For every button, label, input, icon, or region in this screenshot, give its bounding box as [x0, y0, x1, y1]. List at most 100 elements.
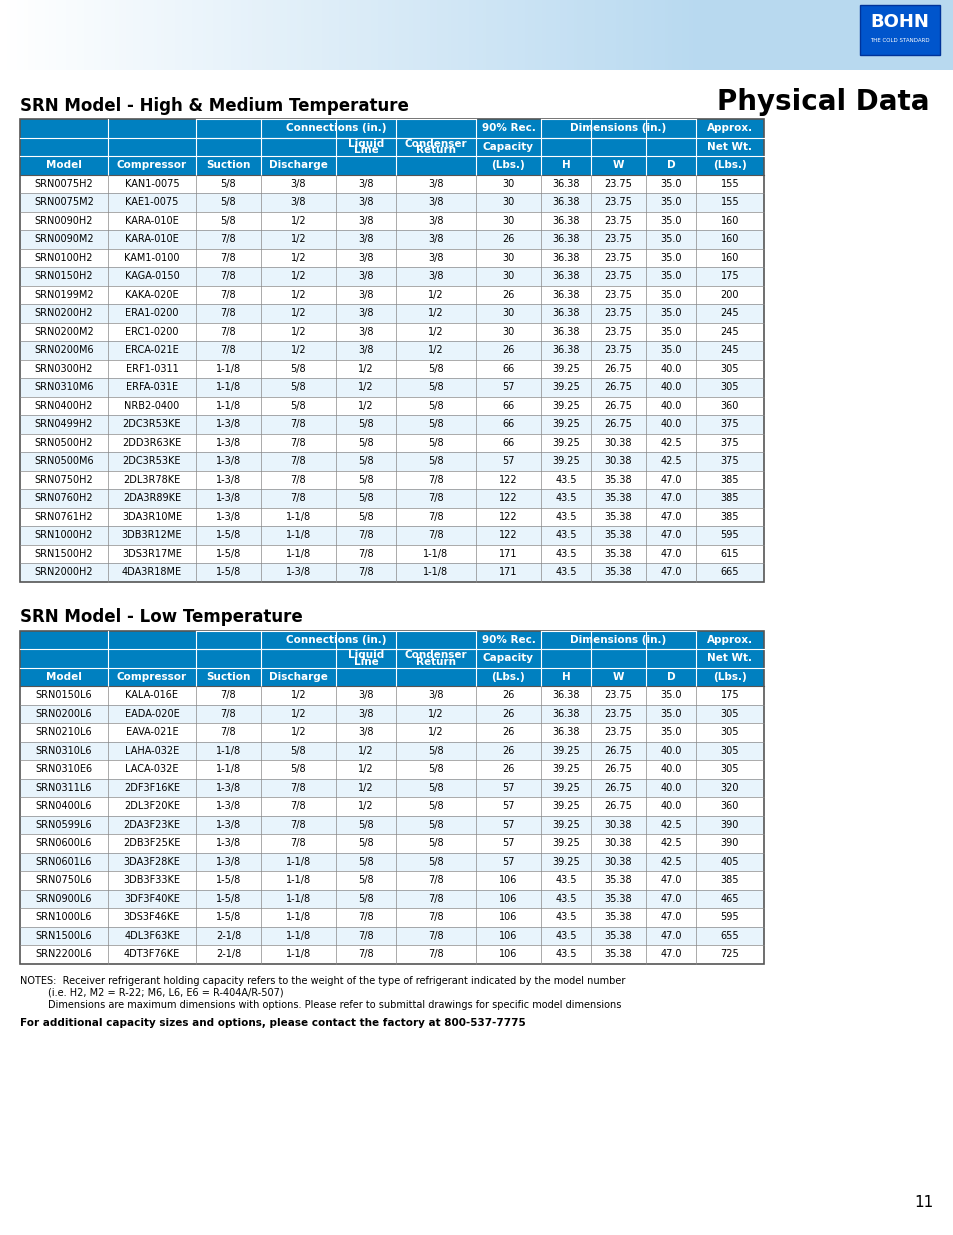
Text: 26.75: 26.75: [604, 783, 632, 793]
Text: Capacity: Capacity: [482, 142, 534, 152]
Bar: [20, 415, 763, 433]
Bar: [490, 0, 493, 70]
Bar: [20, 119, 763, 174]
Text: 26: 26: [502, 235, 515, 245]
Text: 385: 385: [720, 876, 739, 885]
Bar: [94, 0, 98, 70]
Text: 3DS3R17ME: 3DS3R17ME: [122, 548, 182, 558]
Text: 3/8: 3/8: [358, 309, 374, 319]
Text: 5/8: 5/8: [428, 400, 443, 411]
Text: 7/8: 7/8: [291, 839, 306, 848]
Text: 7/8: 7/8: [220, 727, 236, 737]
Text: 305: 305: [720, 764, 739, 774]
Text: 43.5: 43.5: [555, 931, 577, 941]
Text: 30: 30: [502, 327, 514, 337]
Bar: [262, 0, 266, 70]
Text: 5/8: 5/8: [220, 216, 236, 226]
Text: 5/8: 5/8: [220, 198, 236, 207]
Text: 7/8: 7/8: [291, 437, 306, 448]
Bar: [514, 0, 517, 70]
Bar: [20, 359, 763, 378]
Bar: [413, 0, 416, 70]
Bar: [622, 0, 626, 70]
Text: Connections (in.): Connections (in.): [286, 635, 386, 645]
Bar: [84, 0, 88, 70]
Text: 171: 171: [498, 567, 517, 577]
Bar: [314, 0, 318, 70]
Text: SRN0310E6: SRN0310E6: [35, 764, 92, 774]
Bar: [388, 0, 392, 70]
Text: 106: 106: [498, 950, 517, 960]
Text: 3/8: 3/8: [358, 179, 374, 189]
Bar: [213, 0, 216, 70]
Text: NRB2-0400: NRB2-0400: [124, 400, 179, 411]
Bar: [482, 0, 486, 70]
Text: 1-3/8: 1-3/8: [215, 857, 241, 867]
Bar: [668, 0, 671, 70]
Bar: [269, 0, 273, 70]
Text: (Lbs.): (Lbs.): [713, 161, 746, 170]
Text: 40.0: 40.0: [659, 419, 681, 430]
Text: 390: 390: [720, 839, 739, 848]
Text: 3/8: 3/8: [428, 198, 443, 207]
Text: 43.5: 43.5: [555, 913, 577, 923]
Text: 30: 30: [502, 253, 514, 263]
Text: 375: 375: [720, 419, 739, 430]
Text: 66: 66: [502, 437, 514, 448]
Bar: [559, 0, 563, 70]
Text: 36.38: 36.38: [552, 709, 579, 719]
Text: 1-1/8: 1-1/8: [215, 746, 241, 756]
Text: LACA-032E: LACA-032E: [125, 764, 178, 774]
Text: 23.75: 23.75: [604, 216, 632, 226]
Bar: [440, 0, 444, 70]
Text: 35.38: 35.38: [604, 931, 632, 941]
Bar: [335, 0, 339, 70]
Text: 42.5: 42.5: [659, 820, 681, 830]
Text: 385: 385: [720, 511, 739, 521]
Text: 57: 57: [501, 839, 515, 848]
Text: Liquid: Liquid: [348, 651, 384, 661]
Text: 35.38: 35.38: [604, 474, 632, 485]
Bar: [130, 0, 132, 70]
Text: 1/2: 1/2: [291, 327, 306, 337]
Text: 5/8: 5/8: [357, 493, 374, 503]
Bar: [528, 0, 532, 70]
Text: 245: 245: [720, 346, 739, 356]
Text: 1/2: 1/2: [428, 709, 443, 719]
Bar: [20, 704, 763, 722]
Text: W: W: [612, 161, 623, 170]
Text: 1/2: 1/2: [428, 290, 443, 300]
Bar: [689, 0, 692, 70]
Text: 1/2: 1/2: [357, 802, 374, 811]
Bar: [542, 0, 545, 70]
Bar: [241, 0, 245, 70]
Text: 47.0: 47.0: [659, 950, 681, 960]
Text: 3DF3F40KE: 3DF3F40KE: [124, 894, 180, 904]
Text: 47.0: 47.0: [659, 913, 681, 923]
Text: Dimensions (in.): Dimensions (in.): [570, 124, 666, 133]
Text: THE COLD STANDARD: THE COLD STANDARD: [869, 37, 929, 42]
Bar: [521, 0, 524, 70]
Text: 7/8: 7/8: [428, 894, 443, 904]
Text: 5/8: 5/8: [357, 820, 374, 830]
Text: 5/8: 5/8: [357, 419, 374, 430]
Text: 26.75: 26.75: [604, 400, 632, 411]
Bar: [402, 0, 406, 70]
Text: SRN0075H2: SRN0075H2: [34, 179, 93, 189]
Bar: [237, 0, 241, 70]
Text: 725: 725: [720, 950, 739, 960]
Text: 3/8: 3/8: [428, 235, 443, 245]
Bar: [199, 0, 203, 70]
Text: SRN0761H2: SRN0761H2: [34, 511, 93, 521]
Text: 7/8: 7/8: [220, 346, 236, 356]
Bar: [350, 0, 354, 70]
Bar: [42, 0, 46, 70]
Text: 2DD3R63KE: 2DD3R63KE: [122, 437, 181, 448]
Text: SRN2000H2: SRN2000H2: [34, 567, 93, 577]
Text: 2DC3R53KE: 2DC3R53KE: [123, 419, 181, 430]
Text: SRN0499H2: SRN0499H2: [34, 419, 93, 430]
Text: 385: 385: [720, 493, 739, 503]
Bar: [172, 0, 174, 70]
Text: 26.75: 26.75: [604, 419, 632, 430]
Bar: [524, 0, 528, 70]
